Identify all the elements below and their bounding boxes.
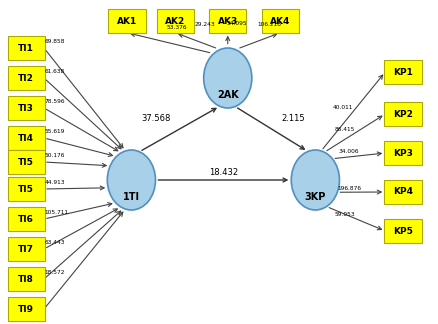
Text: 53.376: 53.376 bbox=[166, 25, 187, 29]
Text: KP2: KP2 bbox=[393, 110, 413, 119]
Text: 1TI: 1TI bbox=[123, 192, 140, 202]
Text: 196.876: 196.876 bbox=[337, 186, 361, 191]
FancyBboxPatch shape bbox=[262, 9, 299, 33]
Text: 34.006: 34.006 bbox=[338, 149, 359, 154]
FancyBboxPatch shape bbox=[385, 219, 421, 243]
FancyBboxPatch shape bbox=[7, 267, 45, 291]
Text: KP4: KP4 bbox=[393, 188, 413, 196]
Text: 55.619: 55.619 bbox=[45, 129, 65, 134]
Text: KP5: KP5 bbox=[393, 226, 413, 236]
Text: 105.711: 105.711 bbox=[45, 210, 69, 215]
Ellipse shape bbox=[291, 150, 339, 210]
Text: AK3: AK3 bbox=[218, 17, 238, 26]
FancyBboxPatch shape bbox=[385, 141, 421, 165]
Text: TI1: TI1 bbox=[18, 43, 34, 52]
Text: TI5: TI5 bbox=[18, 157, 34, 167]
FancyBboxPatch shape bbox=[385, 60, 421, 84]
Text: AK2: AK2 bbox=[165, 17, 185, 26]
FancyBboxPatch shape bbox=[7, 237, 45, 261]
Text: 18.432: 18.432 bbox=[209, 168, 238, 177]
FancyBboxPatch shape bbox=[209, 9, 246, 33]
FancyBboxPatch shape bbox=[7, 96, 45, 120]
Text: TI3: TI3 bbox=[18, 103, 34, 112]
Text: KP3: KP3 bbox=[393, 148, 413, 157]
FancyBboxPatch shape bbox=[7, 126, 45, 150]
Text: TI7: TI7 bbox=[18, 245, 34, 253]
Text: 61.638: 61.638 bbox=[45, 69, 65, 75]
FancyBboxPatch shape bbox=[385, 180, 421, 204]
Text: TI4: TI4 bbox=[18, 133, 34, 143]
Ellipse shape bbox=[204, 48, 252, 108]
Text: 3KP: 3KP bbox=[305, 192, 326, 202]
Text: AK4: AK4 bbox=[270, 17, 290, 26]
Text: TI8: TI8 bbox=[18, 274, 34, 284]
Ellipse shape bbox=[107, 150, 155, 210]
Text: 2AK: 2AK bbox=[217, 90, 239, 100]
Text: 50.176: 50.176 bbox=[45, 153, 65, 158]
Text: 86.415: 86.415 bbox=[334, 127, 355, 132]
Text: 29.243: 29.243 bbox=[194, 22, 215, 27]
FancyBboxPatch shape bbox=[7, 36, 45, 60]
Text: TI6: TI6 bbox=[18, 214, 34, 224]
Text: KP1: KP1 bbox=[393, 67, 413, 76]
Text: 40.011: 40.011 bbox=[332, 105, 353, 110]
Text: TI9: TI9 bbox=[18, 305, 34, 314]
Text: AK1: AK1 bbox=[117, 17, 137, 26]
Text: 34.095: 34.095 bbox=[226, 21, 247, 26]
Text: 59.053: 59.053 bbox=[335, 212, 356, 217]
FancyBboxPatch shape bbox=[109, 9, 145, 33]
Text: 2.115: 2.115 bbox=[282, 114, 305, 123]
Text: 69.858: 69.858 bbox=[45, 40, 65, 44]
Text: 106.218: 106.218 bbox=[257, 22, 281, 27]
Text: 37.568: 37.568 bbox=[141, 114, 170, 123]
FancyBboxPatch shape bbox=[7, 207, 45, 231]
Text: 63.443: 63.443 bbox=[45, 240, 65, 245]
FancyBboxPatch shape bbox=[7, 177, 45, 201]
FancyBboxPatch shape bbox=[7, 150, 45, 174]
FancyBboxPatch shape bbox=[7, 66, 45, 90]
Text: 44.913: 44.913 bbox=[45, 180, 65, 185]
Text: 18.572: 18.572 bbox=[45, 271, 65, 275]
FancyBboxPatch shape bbox=[7, 297, 45, 321]
FancyBboxPatch shape bbox=[157, 9, 194, 33]
Text: TI2: TI2 bbox=[18, 74, 34, 83]
FancyBboxPatch shape bbox=[385, 102, 421, 126]
Text: TI5: TI5 bbox=[18, 184, 34, 193]
Text: 78.596: 78.596 bbox=[45, 99, 65, 104]
